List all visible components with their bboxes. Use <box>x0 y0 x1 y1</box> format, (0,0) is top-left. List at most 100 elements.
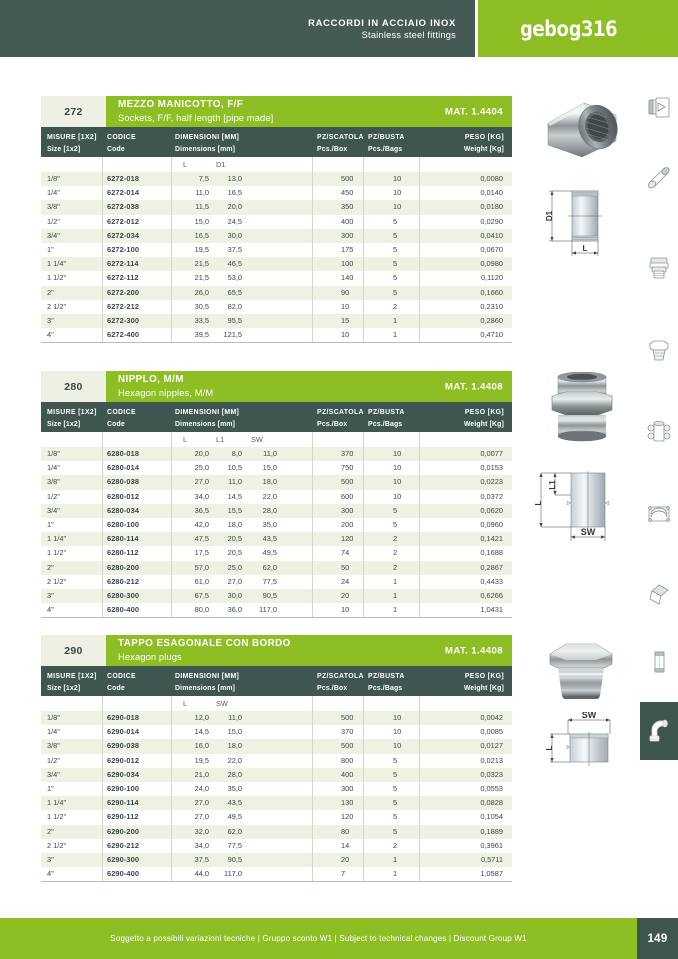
cell-code: 6280-300 <box>107 590 140 600</box>
cell-weight: 0,0372 <box>480 491 503 501</box>
cell-dimension: 15,5 <box>227 505 242 515</box>
cell-pcs-bag: 10 <box>393 188 402 198</box>
cell-dimension: 30,0 <box>227 590 242 600</box>
cell-weight: 0,0290 <box>480 216 503 226</box>
cell-size: 1 1/4" <box>47 534 67 544</box>
cell-pcs-bag: 5 <box>393 273 398 283</box>
cell-size: 3/8" <box>47 477 60 487</box>
cell-dimension: 26,0 <box>194 287 209 297</box>
table-row: 1/8" 6280-018 20,0 8,0 11,0 370 10 0,0077 <box>41 447 512 462</box>
block-code: 272 <box>64 105 83 118</box>
table-row: 2" 6290-200 32,0 62,0 80 5 0,1889 <box>41 824 512 839</box>
col-head-box-en: Pcs./Box <box>317 685 348 692</box>
material-label: MAT. 1.4404 <box>444 106 503 117</box>
cell-dimension: 24,0 <box>194 783 209 793</box>
cell-dimension: 16,5 <box>194 230 209 240</box>
sidebar-icon-threaded-union[interactable] <box>640 246 678 290</box>
col-head-code-en: Code <box>107 421 125 428</box>
cell-pcs-box: 10 <box>341 330 350 340</box>
cell-weight: 0,0828 <box>480 798 503 808</box>
cell-size: 3/8" <box>47 202 60 212</box>
cell-dimension: 27,0 <box>194 477 209 487</box>
cell-dimension: 61,0 <box>194 576 209 586</box>
cell-dimension: 34,0 <box>194 840 209 850</box>
cell-dimension: 22,0 <box>227 755 242 765</box>
cell-pcs-bag: 5 <box>393 755 398 765</box>
cell-weight: 0,0980 <box>480 259 503 269</box>
table-row: 1/2" 6290-012 19,5 22,0 800 5 0,0213 <box>41 753 512 768</box>
sidebar-icon-clamp-coupling[interactable] <box>640 492 678 536</box>
cell-dimension: 20,5 <box>227 534 242 544</box>
cell-pcs-box: 175 <box>341 244 354 254</box>
cell-code: 6280-012 <box>107 491 140 501</box>
sidebar-icon-elbow-45[interactable] <box>640 156 678 200</box>
table-column-divider <box>312 696 313 882</box>
cell-dimension: 25,0 <box>194 463 209 473</box>
cell-pcs-box: 500 <box>341 174 354 183</box>
cell-pcs-box: 120 <box>341 812 354 822</box>
cell-pcs-bag: 10 <box>393 713 402 722</box>
cell-pcs-bag: 5 <box>393 244 398 254</box>
cell-pcs-box: 300 <box>341 230 354 240</box>
table-column-divider <box>419 157 420 343</box>
table-column-divider <box>312 432 313 618</box>
cell-code: 6290-114 <box>107 798 139 808</box>
cell-dimension: 28,0 <box>262 505 277 515</box>
cell-weight: 0,2867 <box>480 562 503 572</box>
sidebar-icon-manifold[interactable] <box>640 410 678 454</box>
manifold-fitting-icon <box>646 419 672 445</box>
dimension-label: L <box>183 160 188 169</box>
cell-dimension: 14,5 <box>227 491 242 501</box>
dimension-label: D1 <box>216 160 226 169</box>
cell-code: 6272-114 <box>107 259 139 269</box>
cell-weight: 0,0410 <box>480 230 503 240</box>
dimension-label: L <box>183 435 188 444</box>
cell-size: 4" <box>47 869 54 879</box>
cell-code: 6290-300 <box>107 854 140 864</box>
drawing-label-l1: L1 <box>548 480 557 490</box>
col-head-weight-en: Weight [Kg] <box>463 421 504 428</box>
cell-dimension: 20,0 <box>227 202 242 212</box>
col-head-weight-it: PESO [KG] <box>464 134 504 141</box>
page-footer: Soggetto a possibili variazioni tecniche… <box>0 918 678 959</box>
cell-dimension: 36,0 <box>227 605 242 615</box>
col-head-code-it: CODICE <box>107 409 136 416</box>
sidebar-icon-flat-elbow[interactable] <box>640 572 678 616</box>
dimension-label-row: L D1 <box>41 157 512 172</box>
cell-dimension: 39,5 <box>194 330 209 340</box>
sidebar-icon-tee-fitting[interactable] <box>640 86 678 130</box>
cell-dimension: 19,5 <box>194 755 209 765</box>
cell-dimension: 32,0 <box>194 826 209 836</box>
cell-weight: 0,5711 <box>480 854 503 864</box>
col-head-weight-en: Weight [Kg] <box>463 685 504 692</box>
sidebar-icon-pipe-nipple[interactable] <box>640 640 678 684</box>
elbow-45-fitting-icon <box>646 165 672 191</box>
product-table: L L1 SW 1/8" 6280-018 20,0 8,0 11,0 370 10 0,0077 1… <box>41 432 512 619</box>
block-title-en: Sockets, F/F, half length [pipe made] <box>118 111 274 123</box>
block-title-it: NIPPLO, M/M <box>118 374 184 385</box>
table-column-divider <box>363 157 364 343</box>
page-number: 149 <box>647 932 668 945</box>
table-row: 1 1/4" 6280-114 47,5 20,5 43,5 120 2 0,1421 <box>41 532 512 547</box>
cell-dimension: 27,0 <box>194 812 209 822</box>
cell-pcs-bag: 5 <box>393 783 398 793</box>
block-code-box: 280 <box>41 371 106 402</box>
cell-dimension: 34,0 <box>194 491 209 501</box>
cell-weight: 0,0223 <box>480 477 503 487</box>
cell-code: 6272-018 <box>107 174 140 183</box>
cell-pcs-box: 100 <box>341 259 354 269</box>
col-head-bag-it: PZ/BUSTA <box>368 673 405 680</box>
cell-dimension: 121,5 <box>223 330 243 340</box>
sidebar-icon-hex-plug[interactable] <box>640 328 678 372</box>
cell-code: 6280-034 <box>107 505 140 515</box>
table-row: 1 1/4" 6272-114 21,5 46,5 100 5 0,0980 <box>41 257 512 272</box>
table-column-divider <box>363 696 364 882</box>
table-bottom-border <box>41 342 512 344</box>
sidebar-icon-elbow-90[interactable] <box>640 702 678 760</box>
col-head-size-it: MISURE [1X2] <box>47 134 97 141</box>
cell-code: 6280-200 <box>107 562 140 572</box>
table-bottom-border <box>41 881 512 883</box>
cell-pcs-bag: 5 <box>393 287 398 297</box>
drawing-label-sw: SW <box>582 712 597 720</box>
